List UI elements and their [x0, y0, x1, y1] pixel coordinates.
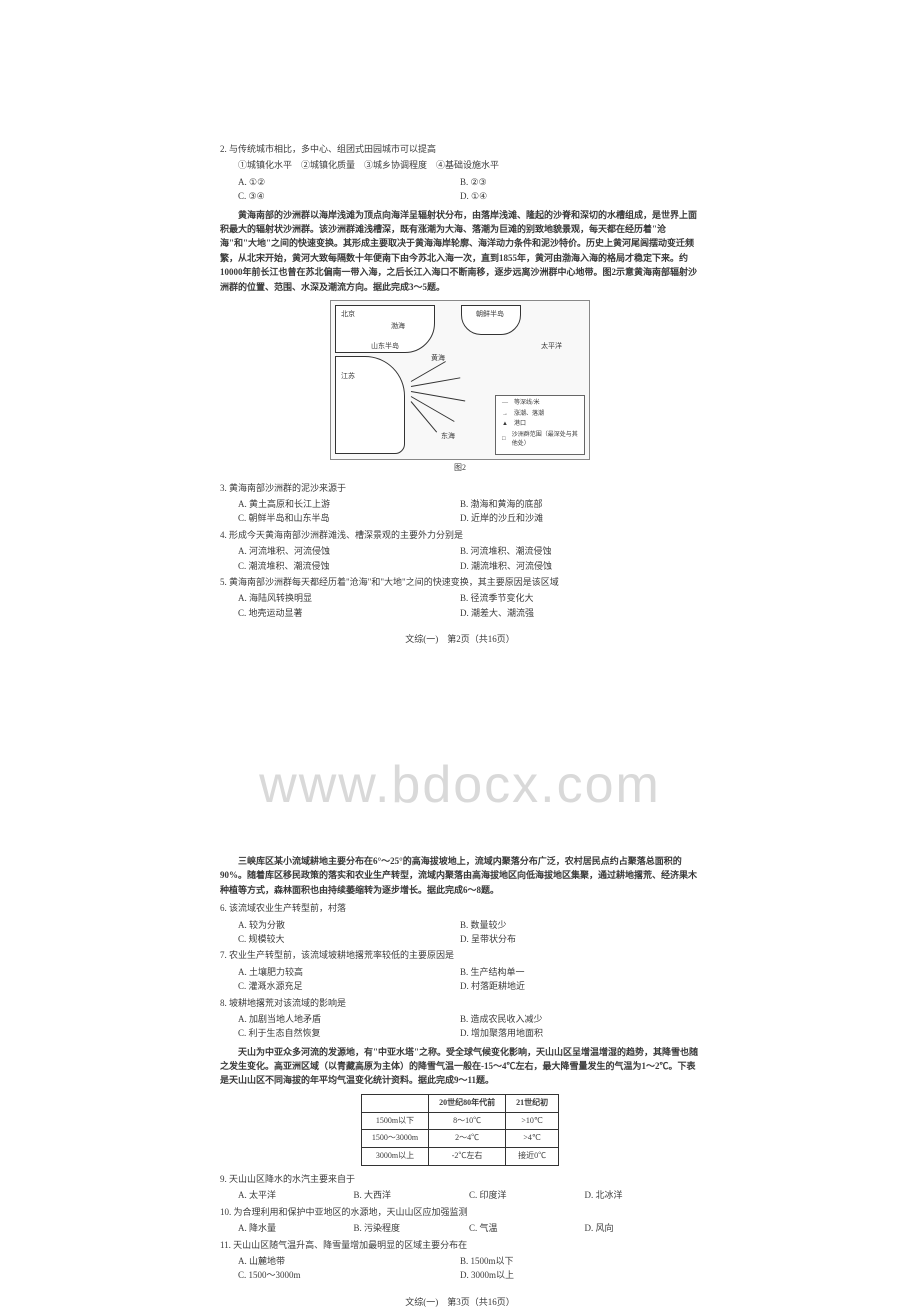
q9-opts: A. 太平洋 B. 大西洋 C. 印度洋 D. 北冰洋 [220, 1188, 700, 1202]
q5-D: D. 潮差大、潮流强 [460, 606, 700, 620]
q2-optB: B. ②③ [460, 175, 700, 189]
map-lbl-donghai: 东海 [441, 431, 455, 442]
q4-A: A. 河流堆积、河流侵蚀 [220, 544, 460, 558]
q9-B: B. 大西洋 [354, 1188, 470, 1202]
q9-D: D. 北冰洋 [585, 1188, 701, 1202]
map-caption: 图2 [220, 462, 700, 475]
q10-stem: 10. 为合理利用和保护中亚地区的水源地，天山山区应加强监测 [220, 1205, 700, 1219]
q9-A: A. 太平洋 [238, 1188, 354, 1202]
q6-stem: 6. 该流域农业生产转型前，村落 [220, 901, 700, 915]
r0c2: >10℃ [506, 1112, 559, 1130]
q3-A: A. 黄土高原和长江上游 [220, 497, 460, 511]
q10-C: C. 气温 [469, 1221, 585, 1235]
q10-D: D. 风向 [585, 1221, 701, 1235]
legend-shazhou: 沙洲群范围（最深处与其他处） [512, 431, 582, 450]
q4-D: D. 潮流堆积、河流侵蚀 [460, 559, 700, 573]
r0c1: 8～10℃ [429, 1112, 506, 1130]
q6-A: A. 较为分散 [220, 918, 460, 932]
q4-stem: 4. 形成今天黄海南部沙洲群滩浅、槽深景观的主要外力分别是 [220, 528, 700, 542]
q8-B: B. 造成农民收入减少 [460, 1012, 700, 1026]
q2-row1: A. ①② B. ②③ [220, 175, 700, 189]
r2c2: 接近0℃ [506, 1148, 559, 1166]
q2-optD: D. ①④ [460, 189, 700, 203]
q6-B: B. 数量较少 [460, 918, 700, 932]
q3-D: D. 近岸的沙丘和沙滩 [460, 511, 700, 525]
exam-page-3: 三峡库区某小流域耕地主要分布在6°～25°的高海拔坡地上，流域内聚落分布广泛，农… [220, 850, 700, 1309]
q5-stem: 5. 黄海南部沙洲群每天都经历着"沧海"和"大地"之间的快速变换，其主要原因是该… [220, 575, 700, 589]
q3-stem: 3. 黄海南部沙洲群的泥沙来源于 [220, 481, 700, 495]
q5-A: A. 海陆风转换明显 [220, 591, 460, 605]
temperature-table: 20世纪80年代前 21世纪初 1500m以下 8～10℃ >10℃ 1500～… [361, 1094, 559, 1166]
th-1: 20世纪80年代前 [429, 1094, 506, 1112]
r1c0: 1500～3000m [361, 1130, 428, 1148]
r1c1: 2～4℃ [429, 1130, 506, 1148]
q7-stem: 7. 农业生产转型前，该流域坡耕地撂荒率较低的主要原因是 [220, 948, 700, 962]
q8-A: A. 加剧当地人地矛盾 [220, 1012, 460, 1026]
exam-page-2: 2. 与传统城市相比，多中心、组团式田园城市可以提高 ①城镇化水平 ②城镇化质量… [220, 140, 700, 647]
q10-opts: A. 降水量 B. 污染程度 C. 气温 D. 风向 [220, 1221, 700, 1235]
q2-optC: C. ③④ [220, 189, 460, 203]
map-lbl-beijing: 北京 [341, 309, 355, 320]
map-lbl-jiangsu: 江苏 [341, 371, 355, 382]
q8-C: C. 利于生态自然恢复 [220, 1026, 460, 1040]
legend-scale: 等深线/米 [514, 399, 540, 409]
q2-subchoices: ①城镇化水平 ②城镇化质量 ③城乡协调程度 ④基础设施水平 [220, 158, 700, 172]
q11-stem: 11. 天山山区随气温升高、降雪量增加最明显的区域主要分布在 [220, 1238, 700, 1252]
th-0 [361, 1094, 428, 1112]
q3-B: B. 渤海和黄海的底部 [460, 497, 700, 511]
q10-A: A. 降水量 [238, 1221, 354, 1235]
map-figure-2: 北京 渤海 朝鲜半岛 山东半岛 黄海 太平洋 江苏 东海 —等深线/米 →涨潮、… [330, 300, 590, 460]
q9-stem: 9. 天山山区降水的水汽主要来自于 [220, 1172, 700, 1186]
q5-C: C. 地壳运动显著 [220, 606, 460, 620]
q9-C: C. 印度洋 [469, 1188, 585, 1202]
q6-D: D. 呈带状分布 [460, 932, 700, 946]
legend-chaoliu: 涨潮、落潮 [514, 410, 544, 420]
map-lbl-shandong: 山东半岛 [371, 341, 399, 352]
q2-stem: 2. 与传统城市相比，多中心、组团式田园城市可以提高 [220, 142, 700, 156]
q8-stem: 8. 坡耕地撂荒对该流域的影响是 [220, 996, 700, 1010]
map-legend: —等深线/米 →涨潮、落潮 ▲港口 □沙洲群范围（最深处与其他处） [495, 395, 585, 455]
watermark: www.bdocx.com [0, 755, 920, 815]
r2c1: -2℃左右 [429, 1148, 506, 1166]
q7-B: B. 生产结构单一 [460, 965, 700, 979]
q6-C: C. 规模较大 [220, 932, 460, 946]
q4-B: B. 河流堆积、潮流侵蚀 [460, 544, 700, 558]
map-lbl-chaoxian: 朝鲜半岛 [476, 309, 504, 320]
map-lbl-taipingyang: 太平洋 [541, 341, 562, 352]
q3-C: C. 朝鲜半岛和山东半岛 [220, 511, 460, 525]
page2-footer: 文综(一) 第2页（共16页） [220, 632, 700, 646]
q8-D: D. 增加聚落用地面积 [460, 1026, 700, 1040]
q7-A: A. 土壤肥力较高 [220, 965, 460, 979]
q11-A: A. 山麓地带 [220, 1254, 460, 1268]
q2-optA: A. ①② [220, 175, 460, 189]
r0c0: 1500m以下 [361, 1112, 428, 1130]
passage-3-5: 黄海南部的沙洲群以海岸浅滩为顶点向海洋呈辐射状分布，由落岸浅滩、隆起的沙脊和深切… [220, 208, 700, 294]
q5-B: B. 径流季节变化大 [460, 591, 700, 605]
q11-C: C. 1500～3000m [220, 1268, 460, 1282]
th-2: 21世纪初 [506, 1094, 559, 1112]
q7-D: D. 村落距耕地近 [460, 979, 700, 993]
map-lbl-bohai: 渤海 [391, 321, 405, 332]
r2c0: 3000m以上 [361, 1148, 428, 1166]
q7-C: C. 灌溉水源充足 [220, 979, 460, 993]
q4-C: C. 潮流堆积、潮流侵蚀 [220, 559, 460, 573]
q11-B: B. 1500m以下 [460, 1254, 700, 1268]
passage-9-11: 天山为中亚众多河流的发源地，有"中亚水塔"之称。受全球气候变化影响，天山山区呈增… [220, 1045, 700, 1088]
q2-row2: C. ③④ D. ①④ [220, 189, 700, 203]
passage-6-8: 三峡库区某小流域耕地主要分布在6°～25°的高海拔坡地上，流域内聚落分布广泛，农… [220, 854, 700, 897]
q11-D: D. 3000m以上 [460, 1268, 700, 1282]
r1c2: >4℃ [506, 1130, 559, 1148]
legend-gangkou: 港口 [514, 420, 526, 430]
q10-B: B. 污染程度 [354, 1221, 470, 1235]
